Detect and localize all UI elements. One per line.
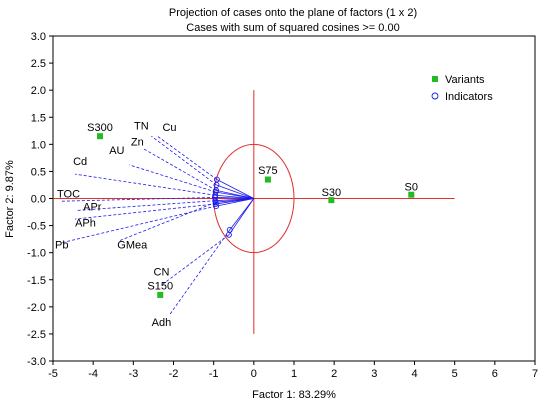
variant-label: S150 <box>147 281 173 293</box>
indicator-vector-solid <box>215 198 254 207</box>
indicator-vector-dashed <box>119 201 216 242</box>
y-tick-label: -2.5 <box>27 329 46 341</box>
chart-title: Projection of cases onto the plane of fa… <box>169 7 417 19</box>
x-tick-label: -2 <box>169 368 179 380</box>
y-tick-label: -2.0 <box>27 302 46 314</box>
variant-point <box>264 176 271 183</box>
y-tick-label: 0.5 <box>31 166 46 178</box>
indicator-vector-dashed <box>157 135 218 180</box>
chart-subtitle: Cases with sum of squared cosines >= 0.0… <box>186 22 399 34</box>
indicator-label: TOC <box>57 188 80 200</box>
indicator-label: TN <box>134 121 149 133</box>
indicator-vector-dashed <box>161 234 230 286</box>
reference-lines <box>53 90 455 334</box>
indicator-label: Pb <box>55 239 68 251</box>
indicator-vectors <box>60 135 255 316</box>
indicator-vector-solid <box>216 184 254 199</box>
indicator-point <box>213 203 220 210</box>
x-tick-label: 2 <box>331 368 337 380</box>
variant-point <box>96 133 103 140</box>
indicator-vector-dashed <box>143 148 217 191</box>
x-tick-label: 1 <box>291 368 297 380</box>
x-tick-label: -5 <box>48 368 58 380</box>
y-tick-label: 2.0 <box>31 85 46 97</box>
indicator-label: AU <box>109 145 124 157</box>
y-axis: -3.0 -2.5 -2.0 -1.5 -1.0 -0.5 0.0 0.5 1.0 1.5 2.0 2… <box>27 31 53 368</box>
x-tick-label: 4 <box>411 368 417 380</box>
indicator-vector-dashed <box>75 173 216 196</box>
indicator-point <box>212 199 219 206</box>
indicator-vector-solid <box>214 197 254 199</box>
indicator-label: Adh <box>152 317 172 329</box>
x-tick-label: -1 <box>209 368 219 380</box>
indicator-vector-solid <box>216 179 255 199</box>
indicator-vector-dashed <box>61 197 215 202</box>
indicator-label: Cu <box>162 122 176 134</box>
x-tick-label: 5 <box>452 368 458 380</box>
indicator-label: APh <box>75 218 96 230</box>
indicator-point <box>226 226 233 233</box>
variant-label: S30 <box>322 187 342 199</box>
legend-variants-marker <box>432 76 438 82</box>
variant-point <box>157 291 164 298</box>
legend-indicators-marker <box>431 92 439 100</box>
y-tick-label: 0.0 <box>31 194 46 206</box>
variant-label: S0 <box>405 181 418 193</box>
indicator-vector-dashed <box>151 135 217 186</box>
x-tick-label: -3 <box>128 368 138 380</box>
x-tick-label: 3 <box>371 368 377 380</box>
y-axis-title: Factor 2: 9.87% <box>4 160 16 238</box>
indicator-label: GMea <box>117 239 148 251</box>
x-tick-label: 7 <box>532 368 538 380</box>
y-tick-label: 1.0 <box>31 139 46 151</box>
indicator-label: Cd <box>73 156 87 168</box>
y-tick-label: 2.5 <box>31 58 46 70</box>
variant-point <box>408 191 415 198</box>
indicator-vector-dashed <box>129 164 216 193</box>
x-tick-label: 6 <box>492 368 498 380</box>
indicator-vector-solid <box>215 198 254 203</box>
variant-point <box>328 197 335 204</box>
y-tick-label: -1.5 <box>27 275 46 287</box>
x-tick-label: 0 <box>251 368 257 380</box>
indicator-vector-dashed <box>77 200 216 211</box>
indicator-point <box>212 189 219 195</box>
indicator-vector-solid <box>229 198 255 231</box>
indicator-point <box>212 200 219 207</box>
variant-label: S300 <box>87 122 113 134</box>
indicator-label: Zn <box>131 136 144 148</box>
indicator-vector-dashed <box>75 203 216 220</box>
x-axis-title: Factor 1: 83.29% <box>252 389 336 401</box>
indicator-vector-solid <box>215 191 254 199</box>
y-tick-label: 3.0 <box>31 31 46 43</box>
legend-variants-label: Variants <box>445 74 485 86</box>
x-axis: -5 -4 -3 -2 -1 0 1 2 3 4 5 6 7 <box>48 361 538 380</box>
indicator-label: APr <box>83 201 102 213</box>
y-tick-label: 1.5 <box>31 112 46 124</box>
indicator-vector-dashed <box>169 229 231 316</box>
indicator-label: CN <box>154 266 170 278</box>
legend-indicators-label: Indicators <box>445 91 493 103</box>
legend: Variants Indicators <box>431 74 493 103</box>
y-tick-label: -3.0 <box>27 356 46 368</box>
x-tick-label: -4 <box>88 368 98 380</box>
variant-label: S75 <box>258 165 278 177</box>
y-tick-label: -1.0 <box>27 248 46 260</box>
y-tick-label: -0.5 <box>27 221 46 233</box>
